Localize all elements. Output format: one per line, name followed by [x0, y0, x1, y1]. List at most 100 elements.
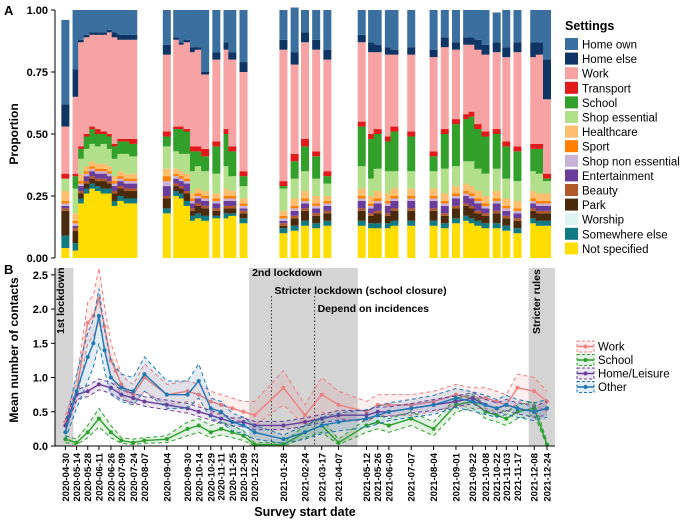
bar-segment-sport: [228, 196, 237, 199]
bar-segment-work: [468, 44, 477, 112]
bar-segment-home-else: [100, 32, 109, 35]
stacked-bar: [212, 10, 221, 258]
legend-item-home-own: Home own: [565, 38, 637, 52]
b-y-tick-label: 2.0: [33, 304, 48, 316]
bar-segment-sport: [239, 203, 248, 206]
b-x-tick-label: 2020-06-11: [94, 452, 105, 501]
data-point: [164, 402, 169, 407]
bar-segment-transport: [189, 146, 198, 152]
data-point: [219, 402, 224, 407]
legend-swatch: [565, 125, 578, 138]
b-x-tick-label: 2020-11-11: [217, 452, 228, 500]
bar-segment-home-own: [429, 10, 438, 50]
bar-segment-shop-non-essential: [223, 198, 232, 201]
data-point: [113, 368, 118, 373]
ci-ribbon: [65, 268, 548, 429]
bar-segment-shop-essential: [83, 148, 92, 167]
bar-segment-home-else: [72, 69, 81, 97]
bar-segment-park: [530, 210, 539, 219]
bar-segment-school: [106, 136, 115, 149]
legend-swatch: [565, 67, 578, 80]
bar-segment-not-specified: [78, 203, 87, 258]
bar-segment-somewhere-else: [384, 223, 393, 229]
bar-segment-not-specified: [474, 225, 483, 258]
bar-segment-park: [78, 193, 87, 199]
bar-segment-not-specified: [535, 225, 544, 258]
bar-segment-entertainment: [543, 205, 552, 211]
data-point: [453, 399, 458, 404]
a-y-tick-label: 0.25: [27, 191, 48, 203]
data-point: [185, 426, 190, 431]
bar-segment-beauty: [72, 228, 81, 231]
stacked-bar: [451, 10, 460, 258]
stacked-bar: [89, 10, 98, 258]
bar-segment-beauty: [481, 213, 490, 216]
bar-segment-work: [189, 52, 198, 147]
data-point: [119, 382, 124, 387]
bar-segment-school: [481, 136, 490, 174]
data-point: [85, 430, 90, 435]
bar-segment-shop-non-essential: [323, 203, 332, 206]
bar-segment-healthcare: [106, 166, 115, 172]
bar-segment-somewhere-else: [502, 225, 511, 231]
bar-segment-not-specified: [94, 191, 103, 258]
bar-segment-home-own: [223, 10, 232, 43]
bar-segment-school: [228, 151, 237, 177]
bar-segment-work: [212, 59, 221, 142]
a-legend-title: Settings: [565, 19, 614, 33]
legend-label: Sport: [582, 142, 610, 154]
bar-segment-home-own: [83, 10, 92, 35]
legend-key-point: [583, 385, 588, 389]
bar-segment-transport: [83, 134, 92, 137]
b-x-tick-label: 2020-12-23: [250, 453, 261, 502]
b-x-tick-label: 2021-08-04: [429, 452, 440, 501]
bar-segment-not-specified: [89, 188, 98, 258]
bar-segment-beauty: [463, 203, 472, 206]
bar-segment-work: [183, 42, 192, 130]
bar-segment-sport: [279, 215, 288, 219]
bar-segment-transport: [61, 173, 70, 179]
stacked-bar: [530, 10, 539, 258]
stacked-bar: [189, 10, 198, 258]
bar-segment-transport: [390, 126, 399, 132]
bar-segment-home-own: [279, 10, 288, 40]
bar-segment-park: [106, 183, 115, 189]
bar-segment-beauty: [323, 210, 332, 214]
bar-segment-beauty: [373, 210, 382, 214]
legend-swatch: [565, 140, 578, 153]
bar-segment-shop-essential: [94, 146, 103, 164]
panel-b-label: B: [4, 262, 13, 277]
a-y-axis-title: Proportion: [7, 103, 21, 164]
bar-segment-somewhere-else: [223, 213, 232, 219]
stacked-bar: [429, 10, 438, 258]
bar-segment-work: [100, 34, 109, 132]
legend-label: Other: [598, 382, 627, 394]
bar-segment-entertainment: [407, 200, 416, 209]
stacked-bar: [474, 10, 483, 258]
bar-segment-home-else: [117, 34, 126, 40]
bar-segment-somewhere-else: [429, 220, 438, 226]
bar-segment-transport: [357, 121, 366, 127]
bar-segment-home-else: [368, 42, 377, 53]
bar-segment-transport: [89, 126, 98, 130]
bar-segment-shop-essential: [173, 151, 182, 169]
bar-segment-work: [373, 52, 382, 130]
bar-segment-shop-non-essential: [535, 203, 544, 206]
data-point: [208, 430, 213, 435]
bar-segment-home-else: [468, 37, 477, 45]
bar-segment-work: [543, 99, 552, 174]
stacked-bar: [279, 10, 288, 258]
data-point: [96, 416, 101, 421]
data-point: [131, 389, 136, 394]
bar-segment-beauty: [357, 208, 366, 211]
bar-segment-not-specified: [183, 205, 192, 258]
bar-segment-shop-non-essential: [78, 183, 87, 187]
b-y-axis-title: Mean number of contacts: [7, 277, 21, 423]
bar-segment-shop-non-essential: [502, 208, 511, 211]
bar-segment-shop-essential: [61, 178, 70, 192]
bar-segment-entertainment: [178, 181, 187, 187]
bar-segment-home-own: [129, 10, 138, 35]
bar-segment-park: [111, 193, 120, 201]
bar-segment-beauty: [290, 215, 299, 219]
label-stricter-lockdown: Stricter lockdown (school closure): [274, 285, 446, 297]
